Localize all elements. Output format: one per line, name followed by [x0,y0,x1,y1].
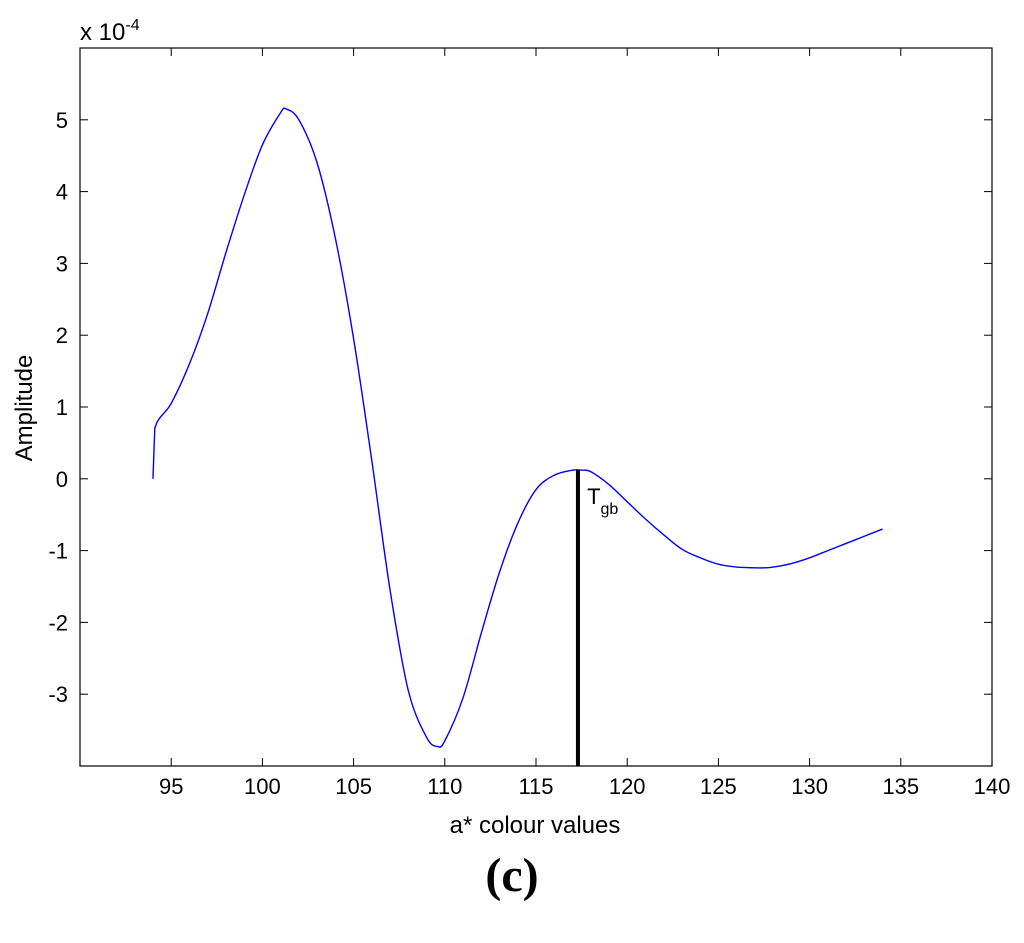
plot-area: 95 100 105 110 115 120 125 130 135 140 -3 -2 -1 0 1 2 3 4… [48,47,1011,799]
threshold-label: Tgb [587,484,618,518]
y-tick-label: 2 [56,323,68,348]
y-tick-label: -2 [48,610,68,635]
x-tick-label: 105 [335,774,372,799]
y-tick-label: 0 [56,467,68,492]
x-tick-label: 125 [700,774,737,799]
x-tick-label: 110 [427,774,462,799]
x-tick-label: 120 [609,774,646,799]
x-tick-label: 140 [974,774,1011,799]
y-multiplier-exponent: -4 [125,17,139,34]
y-axis-title: Amplitude [11,355,38,462]
y-tick-label: 5 [56,108,68,133]
x-axis-title: a* colour values [450,812,621,839]
y-tick-label: -1 [48,539,68,564]
x-tick-label: 130 [791,774,828,799]
x-tick-label: 100 [244,774,281,799]
panel-label: (c) [485,849,539,902]
y-tick-label: -3 [48,682,68,707]
axes-frame [79,47,993,767]
y-tick-label: 3 [56,251,68,276]
x-tick-label: 135 [882,774,919,799]
y-tick-label: 1 [56,395,68,420]
x-tick-label: 95 [159,774,183,799]
series-line-0 [152,107,883,748]
y-tick-label: 4 [56,180,68,205]
x-tick-label: 115 [518,774,553,799]
y-multiplier-label: x 10-4 [80,17,140,46]
